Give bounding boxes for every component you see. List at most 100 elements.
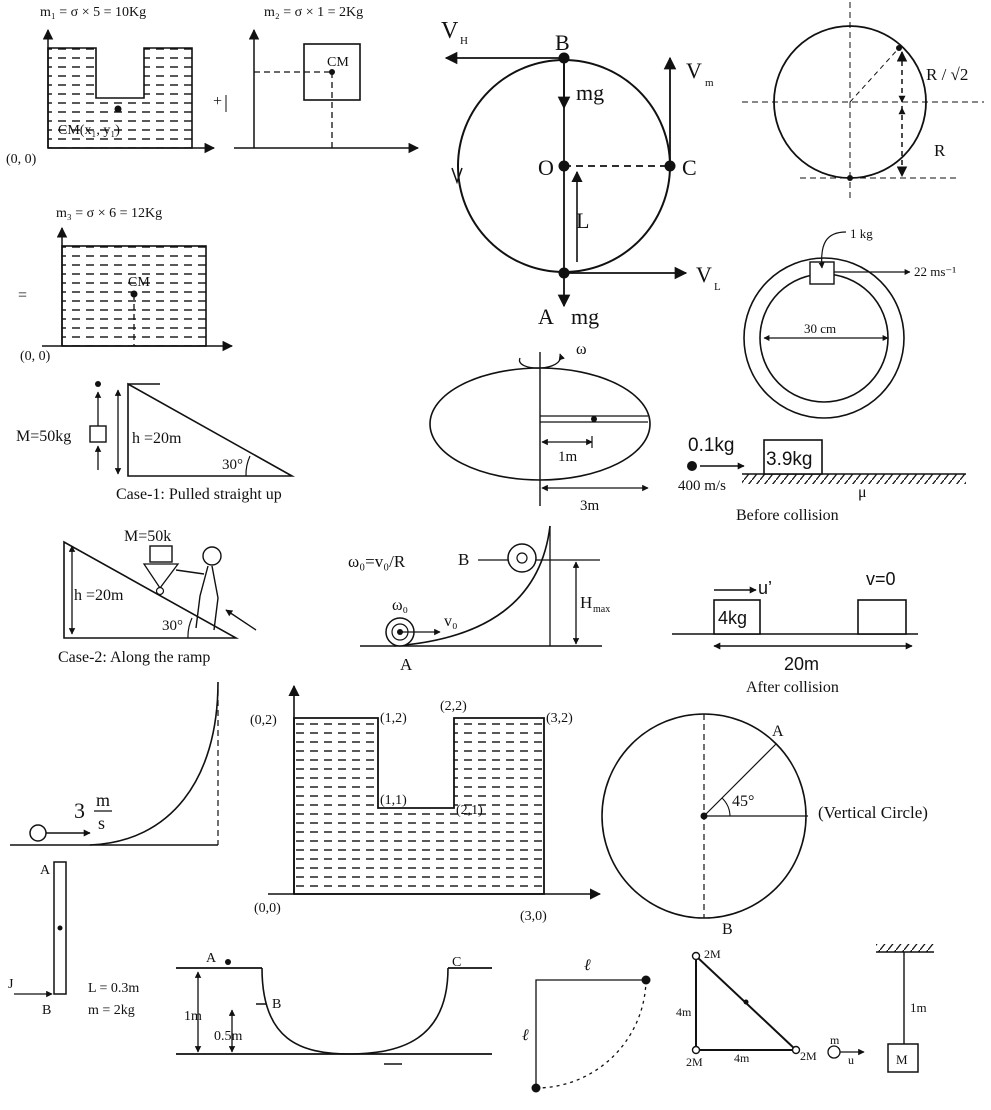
hmax-label: H xyxy=(580,593,592,612)
origin-label-3: (0, 0) xyxy=(20,349,51,364)
r-label: R xyxy=(934,141,946,160)
rod-length-label: L = 0.3m xyxy=(88,981,139,996)
u-prime-label: u’ xyxy=(758,578,772,598)
m1-label: m₁ = σ × 5 = 10Kg xyxy=(40,5,146,20)
case1-block xyxy=(89,425,107,443)
point-c-label: C xyxy=(682,155,697,180)
case1-angle-label: 30° xyxy=(222,457,243,473)
pendulum-l-top: ℓ xyxy=(584,957,591,974)
incoming-mass-label: m xyxy=(830,1033,840,1047)
ring-speed-label: 22 ms⁻¹ xyxy=(914,264,956,279)
collision-before-diagram: 0.1kg 3.9kg 400 m/s μ Before collision xyxy=(678,435,966,524)
r-over-root2-label: R / √2 xyxy=(926,65,968,84)
vh-label: V xyxy=(441,18,459,44)
cm-dot xyxy=(114,105,122,113)
bowl-b-label: B xyxy=(272,997,281,1012)
point-3-2: (3,2) xyxy=(546,711,573,726)
incline-case2-diagram: M=50k h =20m 30° Case-2: Along the ramp xyxy=(58,528,257,666)
m2-label: m₂ = σ × 1 = 2Kg xyxy=(264,5,363,20)
point-0-0: (0,0) xyxy=(254,901,281,916)
omega0-label: ω₀ xyxy=(392,597,408,614)
ring-diagram: 1 kg 22 ms⁻¹ 30 cm xyxy=(743,226,956,419)
circle-r-diagram: R / √2 R xyxy=(742,2,984,200)
case2-angle-label: 30° xyxy=(162,618,183,634)
vl-subscript: L xyxy=(714,281,721,293)
vcircle-b-label: B xyxy=(722,921,733,938)
speed-label: 3 xyxy=(74,798,85,823)
point-o-label: O xyxy=(538,155,554,180)
point-1-2: (1,2) xyxy=(380,711,407,726)
vertical-circle-45-diagram: A 45° (Vertical Circle) B xyxy=(601,713,928,938)
ring-mass-label: 1 kg xyxy=(850,226,873,241)
v-zero-label: v=0 xyxy=(866,569,896,589)
bullet-mass-label: 0.1kg xyxy=(688,435,734,456)
block-at-rest xyxy=(857,599,907,635)
mg-top-label: mg xyxy=(576,80,604,105)
omega-label: ω xyxy=(576,341,587,358)
collision-after-diagram: u’ v=0 4kg 20m After collision xyxy=(672,569,918,696)
case2-mass-label: M=50k xyxy=(124,528,171,545)
triangle-base-length: 4m xyxy=(734,1051,750,1065)
triangle-bl-mass: 2M xyxy=(686,1055,703,1069)
incoming-mass xyxy=(827,1045,841,1059)
hanging-mass-diagram: 1m M xyxy=(876,944,934,1073)
block-3-9kg xyxy=(763,439,823,475)
mg-bottom-label: mg xyxy=(571,304,599,329)
point-3-0: (3,0) xyxy=(520,909,547,924)
rod-mass-label: m = 2kg xyxy=(88,1003,135,1018)
length-l-label: L xyxy=(576,208,589,233)
vertical-loop-diagram: V H B mg V m O C L V L A mg xyxy=(441,18,721,329)
bowl-h1-label: 1m xyxy=(184,1009,202,1024)
point-b-label: B xyxy=(555,30,570,55)
v0-label: v₀ xyxy=(444,613,458,630)
cm-composite-panel: m₁ = σ × 5 = 10Kg CM(x₁, y₁) (0, 0) + m₂… xyxy=(6,5,420,364)
pendulum-l-side: ℓ xyxy=(522,1027,529,1044)
distance-label: 20m xyxy=(784,654,819,674)
case1-height-label: h =20m xyxy=(132,430,182,447)
bowl-c-label: C xyxy=(452,955,461,970)
before-collision-caption: Before collision xyxy=(736,507,839,524)
u-shaped-lamina xyxy=(47,47,193,149)
block-4kg xyxy=(713,599,761,635)
vm-label: V xyxy=(686,58,702,83)
rotating-disc-diagram: ω 1m 3m xyxy=(429,341,651,514)
point-1-1: (1,1) xyxy=(380,793,407,808)
case1-caption: Case-1: Pulled straight up xyxy=(116,486,282,503)
vcircle-caption: (Vertical Circle) xyxy=(818,803,928,822)
vh-subscript: H xyxy=(460,35,468,47)
friction-mu-label: μ xyxy=(858,484,867,501)
rolling-b-label: B xyxy=(458,550,469,569)
disc-r1-label: 1m xyxy=(558,449,578,465)
bullet xyxy=(687,461,697,471)
case2-block xyxy=(149,545,173,563)
speed-unit-den: s xyxy=(98,813,105,833)
quarter-track-diagram: 3 m s xyxy=(10,681,219,846)
block-mass-label: 3.9kg xyxy=(766,449,812,470)
incoming-speed-label: u xyxy=(848,1053,854,1067)
ring-diameter-label: 30 cm xyxy=(804,321,836,336)
triangle-top-mass: 2M xyxy=(704,947,721,961)
cm-label-3: CM xyxy=(128,275,150,290)
plus-sign: + xyxy=(213,93,222,110)
rod-a-label: A xyxy=(40,863,51,878)
disc-r2-label: 3m xyxy=(580,498,600,514)
triangle-side-length: 4m xyxy=(676,1005,692,1019)
bullet-speed-label: 400 m/s xyxy=(678,478,726,494)
cm-label-2: CM xyxy=(327,55,349,70)
string-length-label: 1m xyxy=(910,1000,927,1015)
vm-subscript: m xyxy=(705,77,714,89)
case2-caption: Case-2: Along the ramp xyxy=(58,649,210,666)
person-head xyxy=(202,546,222,566)
omega-eq-label: ω₀=v₀/R xyxy=(348,552,406,571)
cm-x1y1-label: CM(x₁, y₁) xyxy=(58,123,120,138)
incline-case1-diagram: M=50kg h =20m 30° Case-1: Pulled straigh… xyxy=(16,381,296,503)
impulse-j-label: J xyxy=(8,977,14,992)
speed-unit-num: m xyxy=(96,790,110,810)
triangle-br-mass: 2M xyxy=(800,1049,817,1063)
rolling-a-label: A xyxy=(400,655,413,674)
vcircle-angle-label: 45° xyxy=(732,793,754,810)
origin-label-1: (0, 0) xyxy=(6,152,37,167)
hmax-subscript: max xyxy=(593,604,610,615)
u-shape-coordinate-figure: (0,2) (1,2) (2,2) (3,2) (1,1) (2,1) (0,0… xyxy=(250,684,602,924)
